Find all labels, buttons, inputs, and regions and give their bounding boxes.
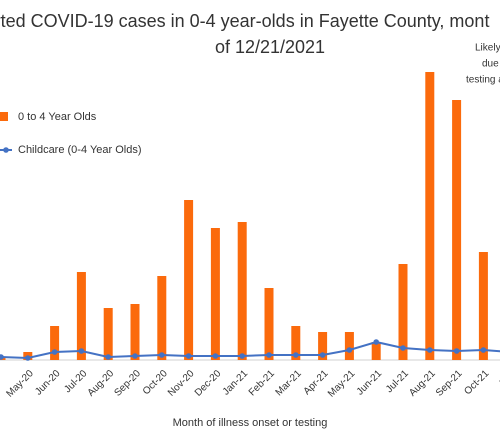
line-point [105,354,111,360]
x-tick-label: Jun-21 [355,368,385,398]
line-point [239,353,245,359]
legend-swatch [0,112,8,121]
x-tick-label: Mar-21 [274,368,304,398]
line-point [0,354,4,360]
chart-title: ported COVID-19 cases in 0-4 year-olds i… [0,11,489,31]
x-tick-label: Nov [498,368,500,388]
x-tick-label: Sep-20 [112,368,143,399]
x-tick-label: Feb-21 [247,368,277,398]
bar [344,332,354,360]
line-point [453,348,460,354]
bar [103,308,113,360]
bar [318,332,328,360]
bar [157,276,167,360]
line-point [293,352,299,358]
line-point [373,339,380,345]
x-tick-label: Oct-20 [141,368,170,397]
bar [371,342,381,360]
line-point [319,352,326,358]
bar [76,272,86,360]
x-tick-label: Jun-20 [33,368,63,398]
bar [130,304,140,360]
x-tick-label: Jan-21 [221,368,251,398]
line-point [346,347,353,353]
annotation: Likely [475,43,500,54]
bar [452,100,462,360]
line-point [212,353,219,359]
line-point [132,353,138,359]
line-point [185,353,192,359]
line [0,340,500,360]
x-tick-label: Sep-21 [434,368,465,399]
x-tick-label: Aug-20 [86,368,117,399]
line-point [266,352,272,358]
bar [184,200,194,360]
line-point [51,349,58,355]
bar [50,326,60,360]
x-tick-label: May-21 [326,368,358,400]
legend-swatch [3,147,9,153]
annotation: due t [482,59,500,70]
x-tick-label: Oct-21 [462,368,491,397]
annotation: testing an [466,75,500,86]
bar [210,228,220,360]
x-tick-label: May-20 [4,368,36,400]
legend-label: Childcare (0-4 Year Olds) [18,144,142,156]
line-point [159,352,165,358]
bar [398,264,408,360]
bar [264,288,274,360]
legend-label: 0 to 4 Year Olds [18,111,97,123]
x-tick-label: Aug-21 [407,368,438,399]
x-tick-label: Dec-20 [193,368,224,399]
line-point [427,347,433,353]
bar [291,326,301,360]
x-axis-title: Month of illness onset or testing [173,417,328,429]
line-point [78,348,85,354]
bar [478,252,488,360]
line-point [25,355,31,361]
x-tick-label: Nov-20 [166,368,197,399]
line-point [480,347,487,353]
bar [425,72,435,360]
bar [237,222,247,360]
chart-title: of 12/21/2021 [215,37,325,57]
line-point [400,345,406,351]
